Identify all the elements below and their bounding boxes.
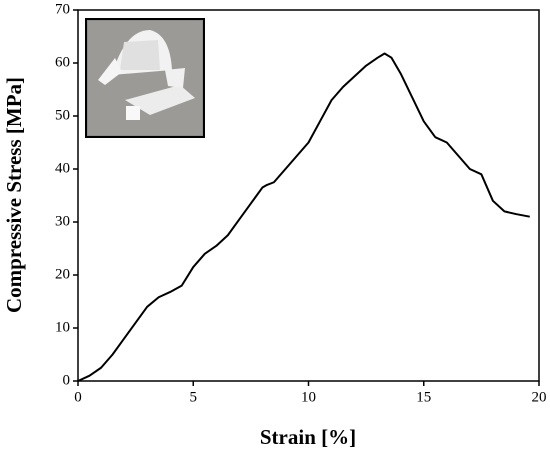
inset-photo	[85, 18, 205, 138]
y-axis-title: Compressive Stress [MPa]	[2, 77, 26, 313]
y-tick-label: 50	[55, 107, 70, 123]
y-tick-label: 70	[55, 1, 70, 17]
x-tick-label: 15	[416, 389, 431, 405]
y-tick-label: 60	[55, 54, 70, 70]
y-tick-label: 40	[55, 160, 70, 176]
x-axis-title: Strain [%]	[260, 425, 356, 449]
y-tick-label: 30	[55, 213, 70, 229]
x-tick-label: 10	[301, 389, 316, 405]
line	[77, 52, 530, 382]
x-tick-label: 0	[74, 389, 82, 405]
x-tick-label: 5	[190, 389, 198, 405]
x-tick-label: 20	[532, 389, 547, 405]
y-tick-label: 10	[55, 319, 70, 335]
y-tick-label: 20	[55, 266, 70, 282]
y-tick-label: 0	[63, 372, 71, 388]
